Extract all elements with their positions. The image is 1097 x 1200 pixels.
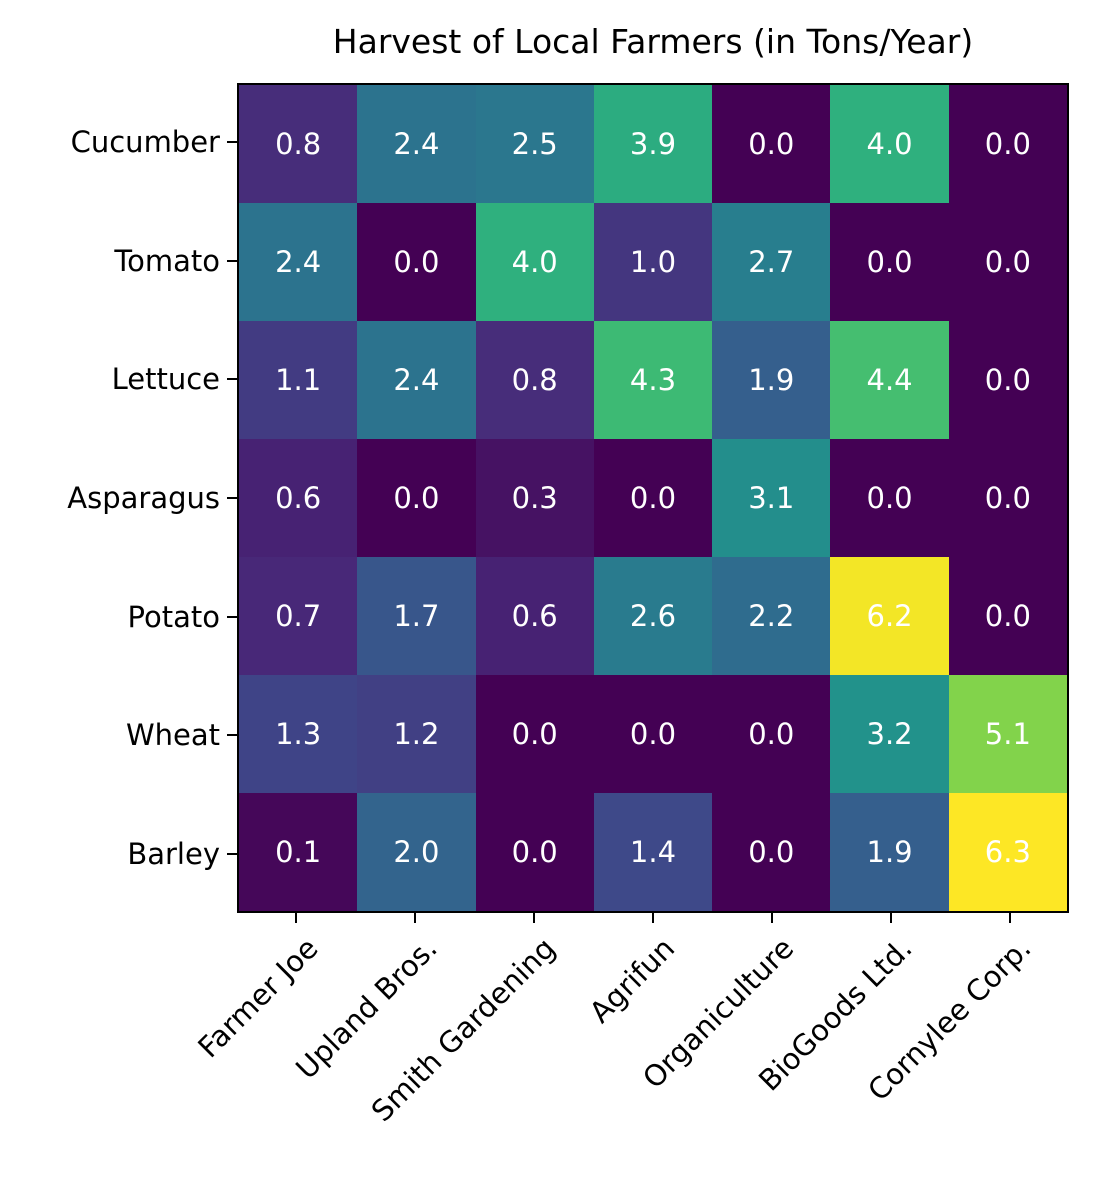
heatmap-cell: 3.9 [593, 85, 713, 203]
heatmap-cell: 4.4 [830, 321, 949, 439]
heatmap-cell: 4.0 [475, 203, 594, 321]
heatmap-cell: 0.6 [239, 439, 358, 557]
y-axis-label: Lettuce [111, 362, 220, 397]
y-axis-label: Wheat [125, 718, 220, 753]
heatmap-cell: 1.2 [357, 675, 476, 793]
y-tick [227, 141, 237, 144]
heatmap-cell: 2.6 [593, 557, 713, 675]
heatmap-cell: 4.3 [593, 321, 713, 439]
heatmap-cell: 0.0 [593, 675, 713, 793]
heatmap-cell: 3.2 [830, 675, 949, 793]
heatmap-cell: 0.0 [475, 793, 594, 911]
heatmap-cell: 0.0 [948, 85, 1067, 203]
heatmap-cell: 2.4 [357, 321, 476, 439]
heatmap-cell: 1.9 [712, 321, 831, 439]
heatmap-cell: 0.3 [475, 439, 594, 557]
heatmap-cell: 0.0 [948, 203, 1067, 321]
x-tick [295, 913, 298, 923]
heatmap-cell: 0.0 [712, 675, 831, 793]
heatmap-cell: 0.6 [475, 557, 594, 675]
heatmap-cell: 0.0 [948, 321, 1067, 439]
x-tick [889, 913, 892, 923]
heatmap-cell: 1.9 [830, 793, 949, 911]
heatmap-cell: 2.7 [712, 203, 831, 321]
y-tick [227, 378, 237, 381]
y-axis-label: Asparagus [67, 481, 220, 515]
heatmap-cell: 0.0 [948, 439, 1067, 557]
x-axis-label: Agrifun [582, 931, 682, 1030]
x-tick [1008, 913, 1011, 923]
heatmap-cell: 0.0 [475, 675, 594, 793]
y-axis-label: Cucumber [70, 125, 220, 160]
heatmap-cell: 0.0 [712, 793, 831, 911]
y-axis-label: Potato [127, 599, 220, 634]
heatmap-cell: 0.7 [239, 557, 358, 675]
heatmap-cell: 2.4 [357, 85, 476, 203]
y-tick [227, 852, 237, 855]
heatmap-cell: 1.1 [239, 321, 358, 439]
heatmap-cell: 5.1 [948, 675, 1067, 793]
y-axis-label: Tomato [114, 243, 220, 278]
heatmap-cell: 6.3 [948, 793, 1067, 911]
y-axis-label: Barley [127, 836, 220, 871]
heatmap-cell: 0.8 [239, 85, 358, 203]
heatmap-cell: 2.0 [357, 793, 476, 911]
y-tick [227, 615, 237, 618]
y-tick [227, 497, 237, 499]
heatmap-cell: 4.0 [830, 85, 949, 203]
heatmap-plot: 0.8 2.4 2.5 3.9 0.0 4.0 0.0 2.4 0.0 4.0 1.0 2.7 0.0 0… [237, 83, 1069, 913]
heatmap-cell: 2.2 [712, 557, 831, 675]
y-tick [227, 734, 237, 737]
y-tick [227, 259, 237, 262]
heatmap-cell: 0.0 [357, 439, 476, 557]
heatmap-cell: 1.4 [593, 793, 713, 911]
heatmap-cell: 0.8 [475, 321, 594, 439]
x-tick [770, 913, 773, 923]
x-tick [414, 913, 417, 923]
x-tick [533, 913, 536, 923]
heatmap-cell: 6.2 [830, 557, 949, 675]
heatmap-cell: 2.5 [475, 85, 594, 203]
heatmap-cell: 0.0 [830, 439, 949, 557]
heatmap-cell: 2.4 [239, 203, 358, 321]
heatmap-cell: 0.0 [593, 439, 713, 557]
heatmap-cell: 0.0 [357, 203, 476, 321]
heatmap-cell: 3.1 [712, 439, 831, 557]
heatmap-cell: 0.0 [948, 557, 1067, 675]
x-tick [652, 913, 654, 923]
heatmap-cell: 0.0 [712, 85, 831, 203]
chart-title: Harvest of Local Farmers (in Tons/Year) [332, 22, 974, 61]
heatmap-cell: 1.3 [239, 675, 358, 793]
heatmap-cell: 1.7 [357, 557, 476, 675]
heatmap-cell: 0.0 [830, 203, 949, 321]
heatmap-cell: 0.1 [239, 793, 358, 911]
heatmap-cell: 1.0 [593, 203, 713, 321]
